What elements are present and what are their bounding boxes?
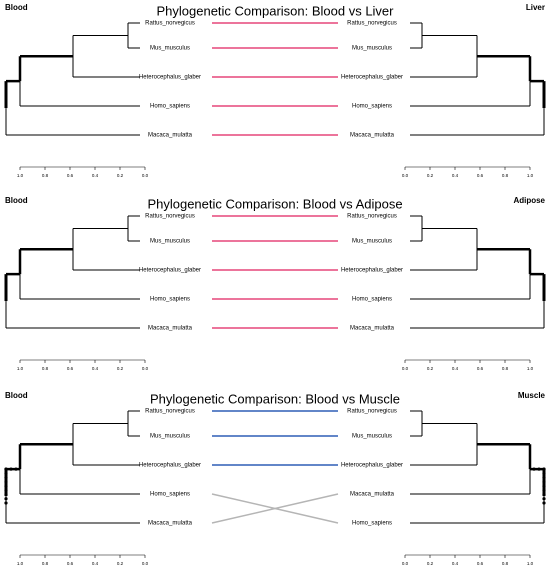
axis-tick-label: 0.6 bbox=[477, 561, 484, 566]
right-taxon: Homo_sapiens bbox=[352, 297, 392, 303]
right-taxon: Heterocephalus_glaber bbox=[341, 463, 403, 469]
right-taxon: Rattus_norvegicus bbox=[347, 214, 397, 220]
right-taxon: Mus_musculus bbox=[352, 434, 392, 440]
node-dot bbox=[4, 467, 8, 471]
right-taxon: Heterocephalus_glaber bbox=[341, 75, 403, 81]
node-dot bbox=[532, 467, 536, 471]
axis-tick-label: 0.6 bbox=[67, 561, 74, 566]
axis-tick-label: 0.2 bbox=[117, 561, 124, 566]
axis-tick-label: 0.2 bbox=[427, 366, 434, 371]
axis-tick-label: 0.4 bbox=[92, 173, 99, 178]
axis-tick-label: 0.8 bbox=[42, 366, 49, 371]
node-dot bbox=[4, 475, 8, 480]
panel-title: Phylogenetic Comparison: Blood vs Muscle bbox=[150, 391, 400, 406]
left-taxon: Heterocephalus_glaber bbox=[139, 75, 201, 81]
node-dot bbox=[542, 467, 546, 471]
left-taxon: Heterocephalus_glaber bbox=[139, 463, 201, 469]
axis-tick-label: 0.6 bbox=[67, 366, 74, 371]
axis-tick-label: 0.6 bbox=[477, 173, 484, 178]
axis-tick-label: 0.0 bbox=[402, 173, 409, 178]
node-dot bbox=[9, 467, 13, 471]
axis-tick-label: 0.0 bbox=[142, 561, 149, 566]
axis-tick-label: 0.4 bbox=[92, 366, 99, 371]
axis-tick-label: 0.4 bbox=[452, 561, 459, 566]
node-dot bbox=[542, 492, 546, 497]
axis-tick-label: 1.0 bbox=[17, 561, 24, 566]
left-taxon: Heterocephalus_glaber bbox=[139, 268, 201, 274]
left-label: Blood bbox=[5, 3, 28, 12]
node-dot bbox=[542, 475, 546, 480]
axis-tick-label: 1.0 bbox=[527, 173, 534, 178]
node-dot bbox=[14, 467, 18, 471]
right-label: Muscle bbox=[518, 391, 546, 400]
node-dot bbox=[4, 480, 8, 484]
axis-tick-label: 0.8 bbox=[502, 366, 509, 371]
axis-tick-label: 0.6 bbox=[477, 366, 484, 371]
panel-title: Phylogenetic Comparison: Blood vs Adipos… bbox=[147, 196, 402, 211]
left-taxon: Homo_sapiens bbox=[150, 297, 190, 303]
axis-tick-label: 0.2 bbox=[427, 173, 434, 178]
axis-tick-label: 0.0 bbox=[402, 366, 409, 371]
axis-tick-label: 0.8 bbox=[42, 173, 49, 178]
node-dot bbox=[4, 484, 8, 488]
axis-tick-label: 1.0 bbox=[527, 561, 534, 566]
right-taxon: Homo_sapiens bbox=[352, 104, 392, 110]
axis-tick-label: 0.6 bbox=[67, 173, 74, 178]
left-taxon: Homo_sapiens bbox=[150, 104, 190, 110]
node-dot bbox=[4, 471, 8, 475]
right-taxon: Homo_sapiens bbox=[352, 521, 392, 527]
node-dot bbox=[542, 471, 546, 475]
node-dot bbox=[542, 480, 546, 484]
left-label: Blood bbox=[5, 196, 28, 205]
right-taxon: Macaca_mulatta bbox=[350, 326, 395, 332]
node-dot bbox=[4, 501, 8, 505]
left-label: Blood bbox=[5, 391, 28, 400]
axis-tick-label: 0.0 bbox=[142, 173, 149, 178]
node-dot bbox=[542, 501, 546, 505]
axis-tick-label: 1.0 bbox=[17, 173, 24, 178]
left-taxon: Mus_musculus bbox=[150, 239, 190, 245]
node-dot bbox=[4, 492, 8, 497]
left-taxon: Macaca_mulatta bbox=[148, 521, 193, 527]
axis-tick-label: 0.4 bbox=[92, 561, 99, 566]
node-dot bbox=[537, 467, 541, 471]
right-taxon: Mus_musculus bbox=[352, 46, 392, 52]
right-taxon: Heterocephalus_glaber bbox=[341, 268, 403, 274]
right-label: Adipose bbox=[513, 196, 545, 205]
axis-tick-label: 1.0 bbox=[527, 366, 534, 371]
axis-tick-label: 0.8 bbox=[42, 561, 49, 566]
left-taxon: Rattus_norvegicus bbox=[145, 21, 195, 27]
axis-tick-label: 0.0 bbox=[402, 561, 409, 566]
node-dot bbox=[4, 497, 8, 501]
axis-tick-label: 0.0 bbox=[142, 366, 149, 371]
right-taxon: Macaca_mulatta bbox=[350, 492, 395, 498]
axis-tick-label: 1.0 bbox=[17, 366, 24, 371]
left-taxon: Mus_musculus bbox=[150, 434, 190, 440]
left-taxon: Rattus_norvegicus bbox=[145, 409, 195, 415]
left-taxon: Homo_sapiens bbox=[150, 492, 190, 498]
node-dot bbox=[542, 484, 546, 488]
right-taxon: Rattus_norvegicus bbox=[347, 409, 397, 415]
panel-title: Phylogenetic Comparison: Blood vs Liver bbox=[156, 3, 394, 18]
node-dot bbox=[542, 488, 546, 492]
taxon-link bbox=[211, 493, 339, 524]
node-dot bbox=[4, 488, 8, 492]
left-taxon: Macaca_mulatta bbox=[148, 133, 193, 139]
right-taxon: Mus_musculus bbox=[352, 239, 392, 245]
node-dot bbox=[542, 497, 546, 501]
axis-tick-label: 0.4 bbox=[452, 366, 459, 371]
axis-tick-label: 0.8 bbox=[502, 173, 509, 178]
right-label: Liver bbox=[526, 3, 545, 12]
right-taxon: Macaca_mulatta bbox=[350, 133, 395, 139]
right-taxon: Rattus_norvegicus bbox=[347, 21, 397, 27]
axis-tick-label: 0.2 bbox=[117, 173, 124, 178]
left-taxon: Macaca_mulatta bbox=[148, 326, 193, 332]
axis-tick-label: 0.8 bbox=[502, 561, 509, 566]
axis-tick-label: 0.2 bbox=[427, 561, 434, 566]
left-taxon: Mus_musculus bbox=[150, 46, 190, 52]
left-taxon: Rattus_norvegicus bbox=[145, 214, 195, 220]
axis-tick-label: 0.2 bbox=[117, 366, 124, 371]
axis-tick-label: 0.4 bbox=[452, 173, 459, 178]
